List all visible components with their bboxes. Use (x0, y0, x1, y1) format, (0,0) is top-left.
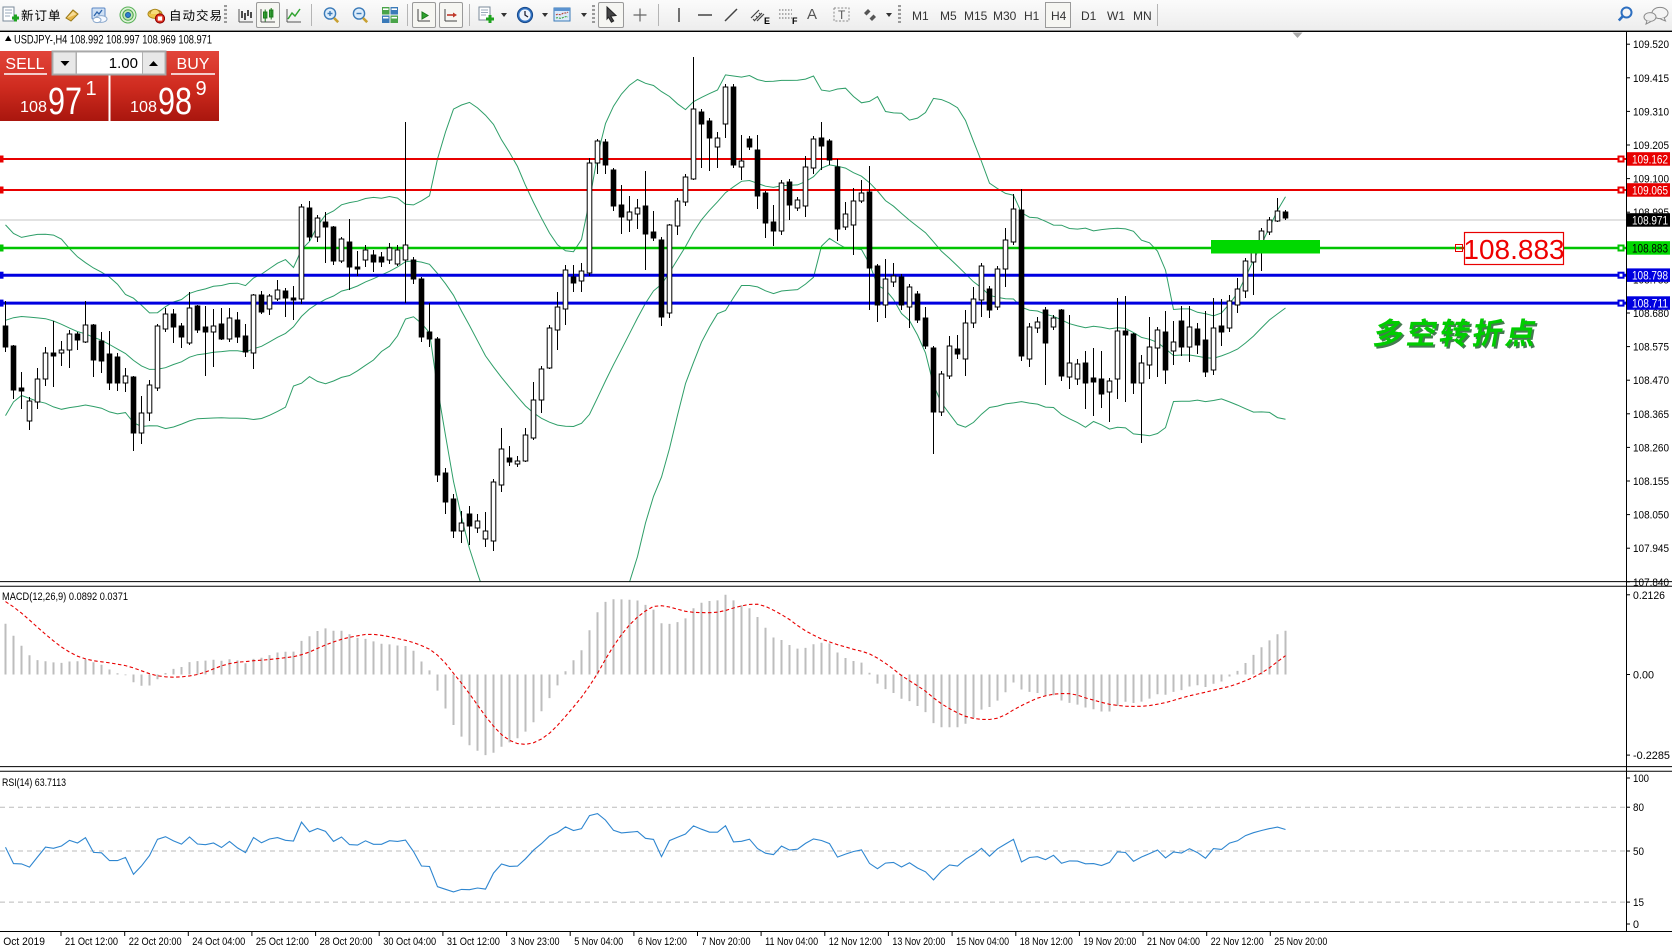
svg-text:3 Nov 23:00: 3 Nov 23:00 (511, 936, 560, 948)
svg-text:18 Oct 2019: 18 Oct 2019 (0, 936, 45, 948)
svg-text:7 Nov 20:00: 7 Nov 20:00 (702, 936, 751, 948)
svg-text:0: 0 (1633, 919, 1639, 931)
svg-text:6 Nov 12:00: 6 Nov 12:00 (638, 936, 687, 948)
svg-text:108.883: 108.883 (1463, 234, 1564, 265)
svg-text:109.065: 109.065 (1632, 186, 1668, 198)
svg-text:97: 97 (48, 81, 82, 123)
svg-text:MACD(12,26,9) 0.0892 0.0371: MACD(12,26,9) 0.0892 0.0371 (2, 591, 128, 603)
svg-text:108.050: 108.050 (1633, 510, 1669, 522)
svg-text:28 Oct 20:00: 28 Oct 20:00 (320, 936, 373, 948)
svg-text:24 Oct 04:00: 24 Oct 04:00 (192, 936, 245, 948)
svg-text:108: 108 (130, 99, 157, 116)
svg-text:108.575: 108.575 (1633, 342, 1669, 354)
svg-text:109.205: 109.205 (1633, 140, 1669, 152)
svg-text:108.971: 108.971 (1632, 216, 1668, 228)
svg-text:107.840: 107.840 (1633, 577, 1669, 589)
svg-text:SELL: SELL (5, 56, 44, 73)
svg-text:5 Nov 04:00: 5 Nov 04:00 (574, 936, 623, 948)
svg-text:98: 98 (158, 81, 192, 123)
svg-text:11 Nov 04:00: 11 Nov 04:00 (765, 936, 818, 948)
svg-text:108.798: 108.798 (1632, 271, 1668, 283)
svg-text:15 Nov 04:00: 15 Nov 04:00 (956, 936, 1009, 948)
svg-text:USDJPY-,H4 108.992 108.997 10: USDJPY-,H4 108.992 108.997 108.969 108.9… (14, 35, 212, 47)
svg-text:0.00: 0.00 (1633, 670, 1654, 682)
svg-text:108.155: 108.155 (1633, 476, 1669, 488)
svg-text:107.945: 107.945 (1633, 543, 1669, 555)
svg-text:109.162: 109.162 (1632, 155, 1668, 167)
svg-text:108.883: 108.883 (1632, 244, 1668, 256)
svg-text:50: 50 (1633, 846, 1644, 858)
svg-text:25 Nov 20:00: 25 Nov 20:00 (1274, 936, 1327, 948)
svg-text:T: T (838, 8, 846, 22)
svg-text:109.310: 109.310 (1633, 106, 1669, 118)
svg-text:108.470: 108.470 (1633, 375, 1669, 387)
svg-text:80: 80 (1633, 802, 1644, 814)
svg-text:15: 15 (1633, 897, 1644, 909)
svg-text:31 Oct 12:00: 31 Oct 12:00 (447, 936, 500, 948)
svg-text:108.260: 108.260 (1633, 442, 1669, 454)
svg-text:22 Oct 20:00: 22 Oct 20:00 (129, 936, 182, 948)
svg-text:-0.2285: -0.2285 (1633, 750, 1670, 762)
svg-text:21 Oct 12:00: 21 Oct 12:00 (65, 936, 118, 948)
svg-text:109.100: 109.100 (1633, 174, 1669, 186)
svg-text:30 Oct 04:00: 30 Oct 04:00 (383, 936, 436, 948)
svg-text:RSI(14) 63.7113: RSI(14) 63.7113 (2, 777, 66, 789)
svg-text:100: 100 (1633, 773, 1649, 785)
svg-text:21 Nov 04:00: 21 Nov 04:00 (1147, 936, 1200, 948)
svg-text:0.2126: 0.2126 (1633, 590, 1665, 602)
svg-text:108.711: 108.711 (1632, 299, 1668, 311)
svg-text:108.365: 108.365 (1633, 409, 1669, 421)
svg-text:109.415: 109.415 (1633, 73, 1669, 85)
svg-text:108.680: 108.680 (1633, 308, 1669, 320)
svg-text:13 Nov 20:00: 13 Nov 20:00 (892, 936, 945, 948)
svg-text:109.520: 109.520 (1633, 39, 1669, 51)
svg-text:12 Nov 12:00: 12 Nov 12:00 (829, 936, 882, 948)
svg-text:25 Oct 12:00: 25 Oct 12:00 (256, 936, 309, 948)
svg-text:9: 9 (196, 78, 207, 100)
svg-text:1: 1 (86, 78, 97, 100)
svg-text:18 Nov 12:00: 18 Nov 12:00 (1020, 936, 1073, 948)
svg-text:19 Nov 20:00: 19 Nov 20:00 (1083, 936, 1136, 948)
svg-text:BUY: BUY (177, 56, 210, 73)
svg-text:1.00: 1.00 (109, 55, 138, 72)
svg-text:22 Nov 12:00: 22 Nov 12:00 (1211, 936, 1264, 948)
svg-text:108: 108 (20, 99, 47, 116)
